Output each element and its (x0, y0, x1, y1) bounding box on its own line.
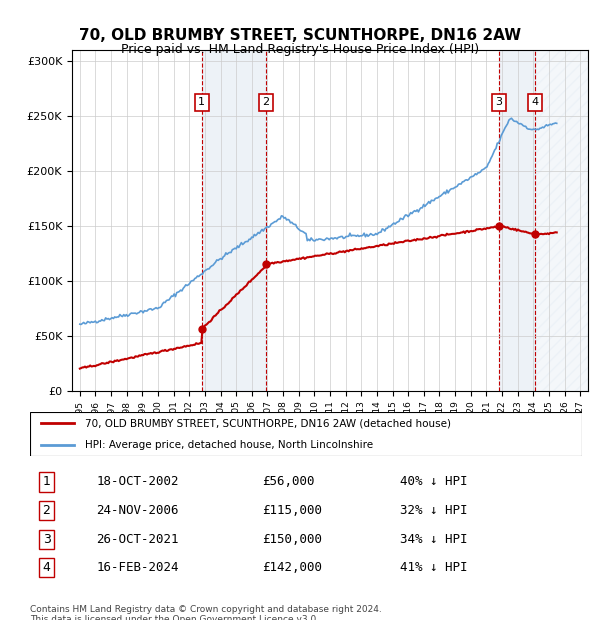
Text: 3: 3 (43, 533, 50, 546)
Bar (202, 50, 266, 391)
Text: £150,000: £150,000 (262, 533, 322, 546)
Bar (535, 50, 588, 391)
Text: 2: 2 (43, 504, 50, 517)
Text: £115,000: £115,000 (262, 504, 322, 517)
Text: 1: 1 (43, 476, 50, 489)
Text: 4: 4 (43, 561, 50, 574)
Text: 40% ↓ HPI: 40% ↓ HPI (400, 476, 467, 489)
Bar (499, 50, 535, 391)
Text: 24-NOV-2006: 24-NOV-2006 (96, 504, 179, 517)
Text: 34% ↓ HPI: 34% ↓ HPI (400, 533, 467, 546)
Text: HPI: Average price, detached house, North Lincolnshire: HPI: Average price, detached house, Nort… (85, 440, 373, 450)
Text: Price paid vs. HM Land Registry's House Price Index (HPI): Price paid vs. HM Land Registry's House … (121, 43, 479, 56)
Text: £142,000: £142,000 (262, 561, 322, 574)
Text: 32% ↓ HPI: 32% ↓ HPI (400, 504, 467, 517)
Text: 70, OLD BRUMBY STREET, SCUNTHORPE, DN16 2AW: 70, OLD BRUMBY STREET, SCUNTHORPE, DN16 … (79, 28, 521, 43)
Text: 4: 4 (532, 97, 539, 107)
Text: Contains HM Land Registry data © Crown copyright and database right 2024.
This d: Contains HM Land Registry data © Crown c… (30, 604, 382, 620)
Text: 18-OCT-2002: 18-OCT-2002 (96, 476, 179, 489)
Text: £56,000: £56,000 (262, 476, 314, 489)
Text: 41% ↓ HPI: 41% ↓ HPI (400, 561, 467, 574)
Text: 1: 1 (198, 97, 205, 107)
Text: 2: 2 (262, 97, 269, 107)
FancyBboxPatch shape (30, 412, 582, 456)
Text: 70, OLD BRUMBY STREET, SCUNTHORPE, DN16 2AW (detached house): 70, OLD BRUMBY STREET, SCUNTHORPE, DN16 … (85, 418, 451, 428)
Text: 3: 3 (496, 97, 503, 107)
Text: 16-FEB-2024: 16-FEB-2024 (96, 561, 179, 574)
Text: 26-OCT-2021: 26-OCT-2021 (96, 533, 179, 546)
